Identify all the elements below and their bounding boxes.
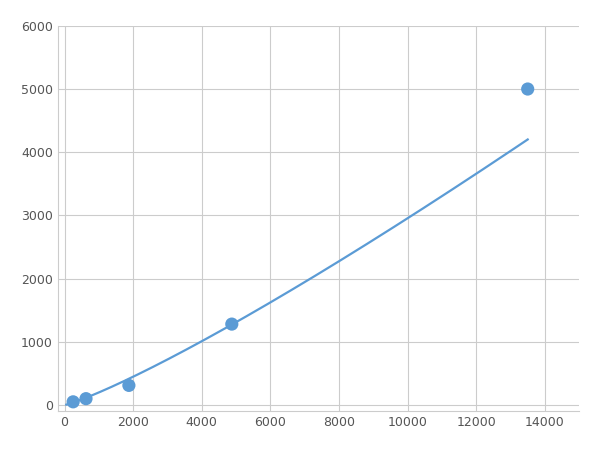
Point xyxy=(124,382,134,389)
Point xyxy=(81,395,91,402)
Point xyxy=(523,86,533,93)
Point xyxy=(68,398,78,405)
Point xyxy=(227,320,236,328)
